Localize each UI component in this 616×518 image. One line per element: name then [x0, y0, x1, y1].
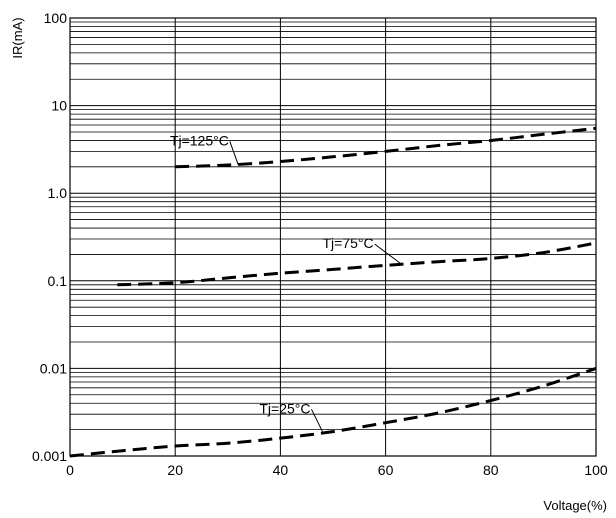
series-line — [175, 126, 597, 169]
grid — [69, 17, 597, 457]
y-tick-label: 0.01 — [40, 360, 67, 376]
series-line — [117, 241, 597, 287]
tick-labels: 0 20 40 60 80 100 0.001 0.01 0.1 1.0 10 100 — [32, 10, 608, 478]
x-tick-label: 80 — [483, 462, 499, 478]
x-tick-label: 20 — [167, 462, 183, 478]
x-tick-label: 40 — [273, 462, 289, 478]
annotations: Tj=125°C Tj=75°C Tj=25°C — [170, 132, 402, 432]
x-axis-label: Voltage(%) — [543, 498, 607, 513]
x-tick-label: 0 — [66, 462, 74, 478]
series-label: Tj=75°C — [322, 235, 373, 251]
y-axis-label: IR(mA) — [10, 17, 25, 58]
y-tick-label: 0.1 — [48, 273, 68, 289]
series-line — [69, 366, 597, 458]
label-leader-line — [374, 243, 402, 265]
series-label: Tj=25°C — [259, 400, 310, 416]
series-lines — [69, 126, 597, 458]
x-tick-label: 60 — [378, 462, 394, 478]
label-leader-line — [229, 141, 239, 166]
x-tick-label: 100 — [584, 462, 608, 478]
label-leader-line — [311, 409, 323, 432]
plot-frame — [69, 17, 597, 457]
y-tick-label: 100 — [44, 10, 68, 26]
series-label: Tj=125°C — [170, 132, 229, 148]
y-tick-label: 10 — [51, 98, 67, 114]
y-tick-label: 0.001 — [32, 448, 67, 464]
y-tick-label: 1.0 — [48, 185, 68, 201]
